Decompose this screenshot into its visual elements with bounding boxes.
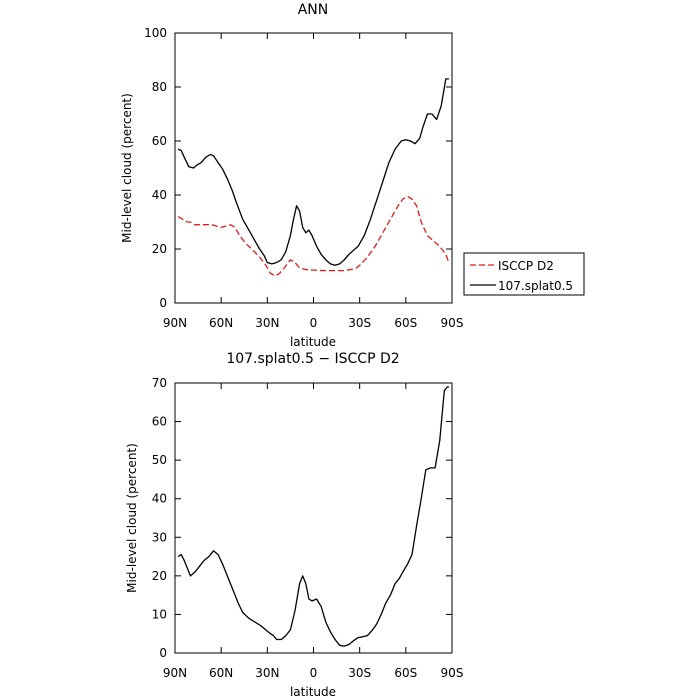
legend-label-107-splat0-5: 107.splat0.5 (498, 279, 573, 293)
top-x-tick-label: 60N (209, 316, 233, 330)
top-chart-title: ANN (298, 2, 329, 18)
bottom-x-tick-label: 90S (441, 666, 464, 680)
bottom-y-tick-label: 30 (152, 530, 167, 544)
bottom-series-line-difference (177, 386, 449, 647)
top-y-tick-label: 80 (152, 80, 167, 94)
bottom-y-tick-label: 0 (159, 646, 167, 660)
top-x-tick-label: 90S (441, 316, 464, 330)
top-y-tick-label: 60 (152, 134, 167, 148)
top-x-tick-label: 60S (394, 316, 417, 330)
top-legend: ISCCP D2 107.splat0.5 (463, 252, 585, 296)
bottom-plot-frame (174, 382, 453, 654)
bottom-x-tick-label: 90N (163, 666, 187, 680)
top-x-tick-label: 30N (255, 316, 279, 330)
top-x-axis-label: latitude (290, 335, 336, 349)
bottom-y-tick-label: 10 (152, 607, 167, 621)
bottom-y-tick-label: 20 (152, 569, 167, 583)
bottom-x-axis-label: latitude (290, 685, 336, 699)
bottom-y-tick-label: 70 (152, 376, 167, 390)
top-y-tick-label: 0 (159, 296, 167, 310)
bottom-y-tick-label: 40 (152, 492, 167, 506)
top-panel: ANN 0 20 40 60 80 100 90N 60N 30N 0 30S 60S 90S lat… (120, 2, 585, 349)
bottom-y-tick-label: 60 (152, 415, 167, 429)
bottom-chart-title: 107.splat0.5 − ISCCP D2 (226, 351, 399, 367)
top-x-tick-label: 0 (310, 316, 318, 330)
top-y-tick-label: 20 (152, 242, 167, 256)
bottom-y-axis-label: Mid-level cloud (percent) (125, 443, 139, 593)
bottom-x-tick-label: 0 (310, 666, 318, 680)
bottom-panel: 107.splat0.5 − ISCCP D2 010203040506070 … (125, 351, 463, 699)
top-series-line-isccp-d2 (177, 195, 450, 277)
bottom-y-tick-label: 50 (152, 453, 167, 467)
bottom-plot-area (177, 386, 449, 647)
top-y-axis: 0 20 40 60 80 100 (144, 26, 452, 310)
bottom-x-tick-label: 30N (255, 666, 279, 680)
top-y-axis-label: Mid-level cloud (percent) (120, 93, 134, 243)
top-series-line-107-splat0-5 (177, 78, 449, 266)
bottom-x-tick-label: 60N (209, 666, 233, 680)
top-x-tick-label: 30S (348, 316, 371, 330)
top-plot-frame (174, 32, 453, 304)
top-y-tick-label: 40 (152, 188, 167, 202)
bottom-y-axis: 0 10 20 30 40 50 60 70 (152, 376, 452, 660)
top-x-axis: 90N 60N 30N 0 30S 60S 90S (163, 33, 464, 330)
legend-box (463, 252, 585, 296)
bottom-x-axis: 90N 60N 30N 0 30S 60S 90S (163, 383, 464, 680)
top-x-tick-label: 90N (163, 316, 187, 330)
top-y-tick-label: 100 (144, 26, 167, 40)
top-plot-area (177, 78, 450, 277)
legend-label-isccp-d2: ISCCP D2 (498, 259, 554, 273)
bottom-x-tick-label: 60S (394, 666, 417, 680)
bottom-x-tick-label: 30S (348, 666, 371, 680)
